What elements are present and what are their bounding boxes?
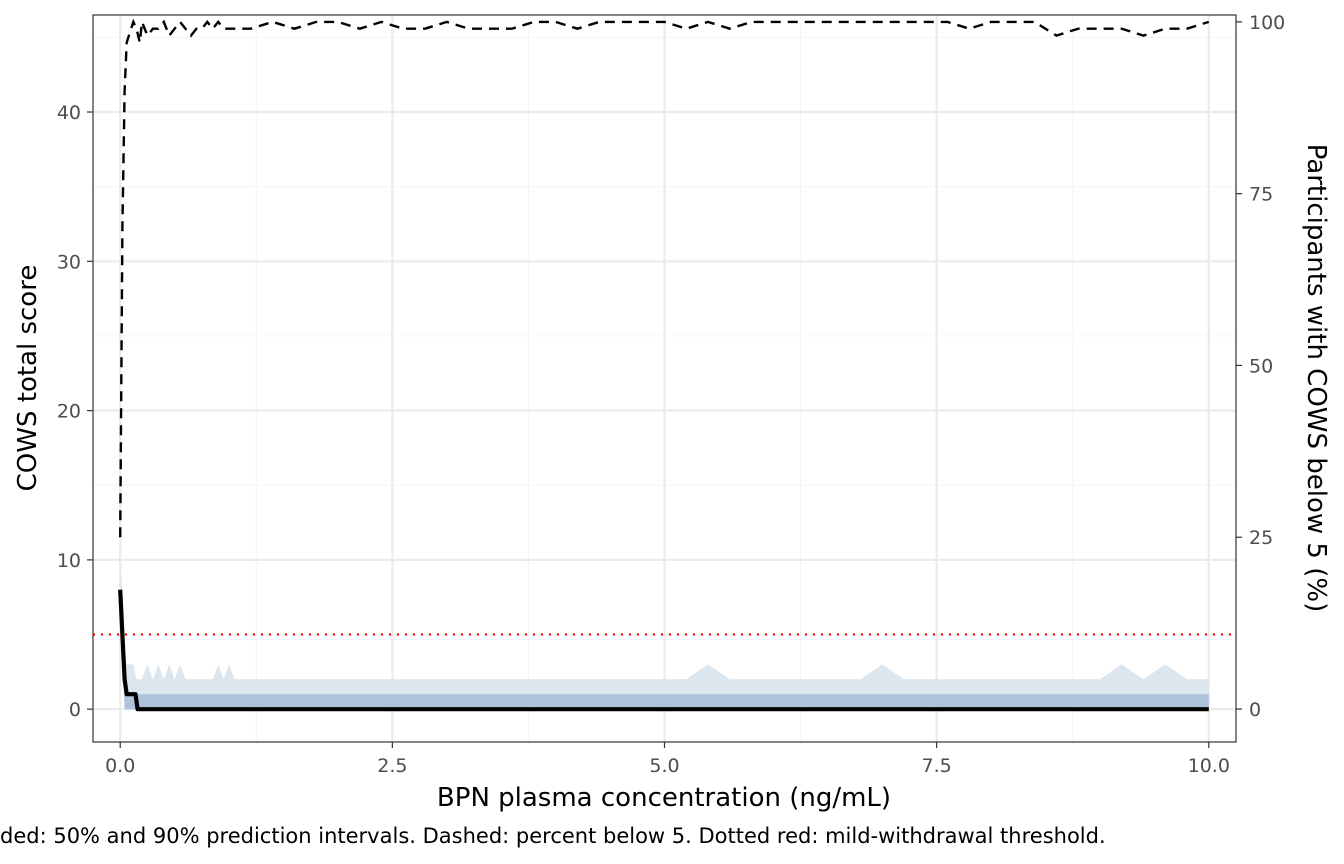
x-axis-title: BPN plasma concentration (ng/mL) — [437, 783, 891, 813]
y2-axis-ticks: 0 25 50 75 100 — [1236, 12, 1285, 721]
y2-tick-label: 100 — [1249, 12, 1285, 34]
x-tick-label: 0.0 — [105, 755, 135, 777]
y2-tick-label: 25 — [1249, 527, 1273, 549]
y2-axis-title: Participants with COWS below 5 (%) — [1301, 144, 1331, 612]
y-axis-title: COWS total score — [13, 265, 43, 492]
y2-tick-label: 0 — [1249, 699, 1261, 721]
x-axis-ticks: 0.0 2.5 5.0 7.5 10.0 — [105, 742, 1230, 777]
y-tick-label: 30 — [57, 251, 81, 273]
y-tick-label: 0 — [69, 699, 81, 721]
y-axis-ticks: 0 10 20 30 40 — [57, 102, 93, 721]
median-line — [118, 589, 1209, 712]
y2-tick-label: 75 — [1249, 184, 1273, 206]
caption: ded: 50% and 90% prediction intervals. D… — [0, 824, 1106, 848]
y-tick-label: 10 — [57, 550, 81, 572]
x-tick-label: 7.5 — [922, 755, 952, 777]
y-tick-label: 40 — [57, 102, 81, 124]
x-tick-label: 2.5 — [377, 755, 407, 777]
x-tick-label: 10.0 — [1188, 755, 1230, 777]
y-tick-label: 20 — [57, 401, 81, 423]
percent-below-5-line — [119, 18, 1210, 538]
prediction-band-50 — [120, 589, 1209, 710]
x-tick-label: 5.0 — [649, 755, 679, 777]
y2-tick-label: 50 — [1249, 355, 1273, 377]
